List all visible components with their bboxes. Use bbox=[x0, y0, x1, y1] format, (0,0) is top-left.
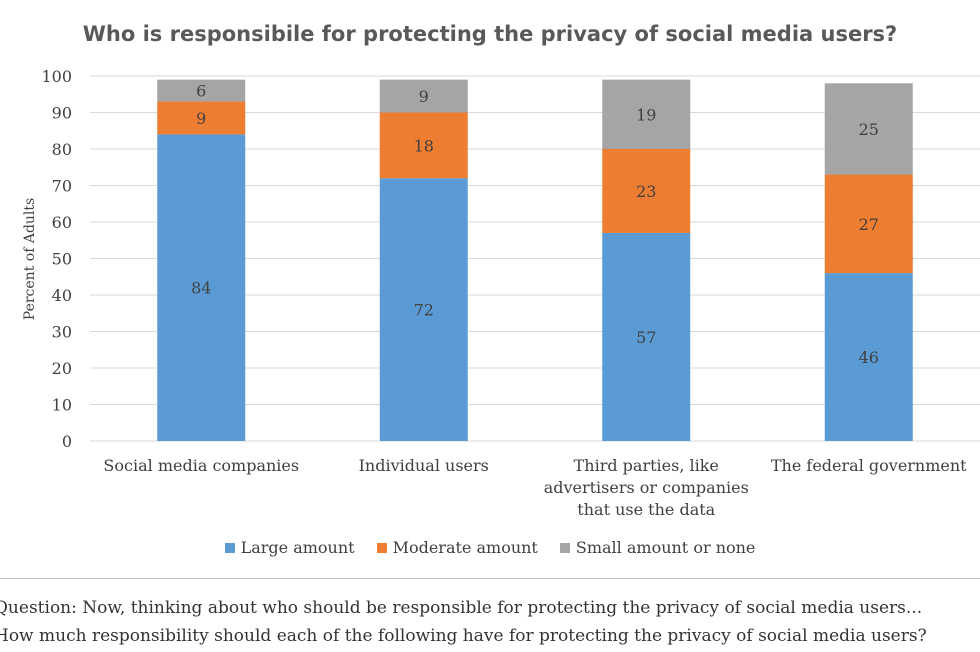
legend-swatch-small bbox=[559, 542, 570, 553]
y-axis-ticks: 0 10 20 30 40 50 60 70 80 90 100 bbox=[41, 67, 72, 451]
x-tick-label: Third parties, like advertisers or compan… bbox=[544, 456, 749, 519]
x-axis-labels: Social media companies Individual users Th… bbox=[103, 456, 967, 519]
bar-segment-moderate[interactable] bbox=[824, 174, 913, 274]
bar-segment-moderate[interactable] bbox=[379, 112, 468, 179]
y-tick-label: 40 bbox=[52, 286, 72, 305]
y-tick-label: 0 bbox=[62, 432, 72, 451]
data-label: 23 bbox=[636, 182, 656, 201]
bar-segment-moderate[interactable] bbox=[157, 101, 246, 135]
data-label: 9 bbox=[196, 109, 206, 128]
legend-item-moderate[interactable]: Moderate amount bbox=[376, 538, 538, 557]
footnote-line-2: How much responsibility should each of t… bbox=[0, 626, 927, 646]
y-tick-label: 70 bbox=[52, 177, 72, 196]
bar-segment-small[interactable] bbox=[824, 83, 913, 175]
chart-title: Who is responsibile for protecting the p… bbox=[82, 22, 898, 46]
bar-segment-small[interactable] bbox=[379, 79, 468, 113]
footnote-divider bbox=[0, 578, 980, 579]
bar-segment-large[interactable] bbox=[157, 134, 246, 441]
data-label: 27 bbox=[859, 215, 879, 234]
y-tick-label: 10 bbox=[52, 396, 72, 415]
bar-segment-moderate[interactable] bbox=[602, 149, 691, 233]
x-tick-label: Social media companies bbox=[103, 456, 299, 475]
data-label: 19 bbox=[636, 105, 656, 124]
y-tick-label: 60 bbox=[52, 213, 72, 232]
data-label: 9 bbox=[419, 87, 429, 106]
bar-segment-large[interactable] bbox=[602, 232, 691, 441]
y-tick-label: 90 bbox=[52, 104, 72, 123]
x-tick-label: Individual users bbox=[359, 456, 489, 475]
footnote-line-1: Question: Now, thinking about who should… bbox=[0, 598, 923, 618]
legend-item-large[interactable]: Large amount bbox=[224, 538, 355, 557]
legend-swatch-large bbox=[224, 542, 235, 553]
bar-segment-large[interactable] bbox=[379, 178, 468, 441]
data-label: 46 bbox=[859, 348, 879, 367]
legend-label-small: Small amount or none bbox=[575, 538, 756, 557]
bars: 84 9 6 72 18 9 57 23 19 46 27 25 bbox=[157, 79, 913, 441]
y-tick-label: 80 bbox=[52, 140, 72, 159]
data-label: 84 bbox=[191, 279, 211, 298]
y-axis-label: Percent of Adults bbox=[22, 198, 38, 320]
legend-label-large: Large amount bbox=[240, 538, 355, 557]
y-tick-label: 20 bbox=[52, 359, 72, 378]
bar-segment-small[interactable] bbox=[602, 79, 691, 149]
stacked-bar-chart: 0 10 20 30 40 50 60 70 80 90 100 84 9 6 72 18 9 57 23 19 46… bbox=[22, 67, 980, 519]
bar-segment-large[interactable] bbox=[824, 273, 913, 441]
legend: Large amount Moderate amount Small amoun… bbox=[0, 538, 980, 557]
data-label: 18 bbox=[414, 136, 434, 155]
y-tick-label: 30 bbox=[52, 323, 72, 342]
data-label: 57 bbox=[636, 328, 656, 347]
data-label: 25 bbox=[859, 120, 879, 139]
data-label: 72 bbox=[414, 301, 434, 320]
legend-item-small[interactable]: Small amount or none bbox=[559, 538, 756, 557]
y-tick-label: 100 bbox=[41, 67, 72, 86]
legend-label-moderate: Moderate amount bbox=[392, 538, 538, 557]
x-tick-label: The federal government bbox=[771, 456, 967, 475]
data-label: 6 bbox=[196, 82, 206, 101]
y-tick-label: 50 bbox=[52, 250, 72, 269]
bar-segment-small[interactable] bbox=[157, 79, 246, 102]
legend-swatch-moderate bbox=[376, 542, 387, 553]
